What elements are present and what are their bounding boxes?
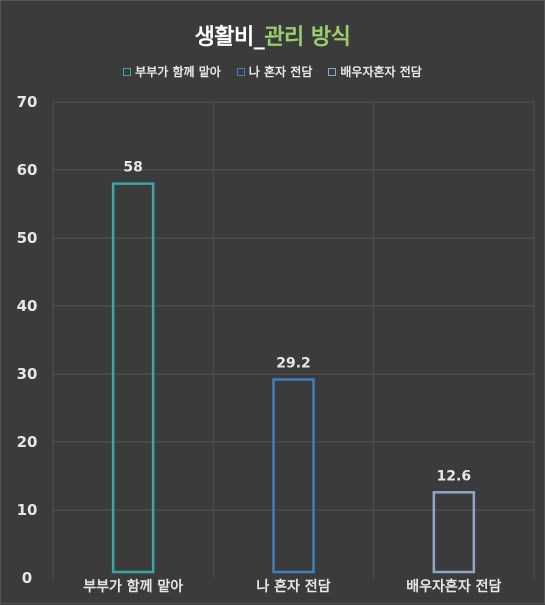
legend-item-0: 부부가 함께 맡아 <box>123 63 221 80</box>
legend-swatch-2 <box>328 67 337 76</box>
legend-label-1: 나 혼자 전담 <box>248 65 313 79</box>
legend-item-1: 나 혼자 전담 <box>236 63 313 80</box>
y-tick-label-1: 10 <box>17 501 38 519</box>
chart-title-accent: 관리 방식 <box>264 25 351 50</box>
chart-title-main: 생활비_ <box>194 25 265 50</box>
y-tick-label-0: 0 <box>22 569 32 587</box>
legend-swatch-0 <box>123 67 132 76</box>
y-tick-label-5: 50 <box>17 229 38 247</box>
legend-label-2: 배우자혼자 전담 <box>340 65 422 79</box>
y-tick-label-4: 40 <box>17 297 38 315</box>
data-label-2: 12.6 <box>437 468 472 484</box>
category-label-1: 나 혼자 전담 <box>256 578 330 595</box>
bar-0 <box>111 182 155 574</box>
chart-title: 생활비_관리 방식 <box>1 19 544 51</box>
bar-1 <box>272 378 315 574</box>
category-label-2: 배우자혼자 전담 <box>406 578 501 595</box>
legend-label-0: 부부가 함께 맡아 <box>135 65 221 79</box>
y-tick-label-3: 30 <box>17 365 38 383</box>
bar-2 <box>432 491 476 574</box>
legend-swatch-1 <box>236 67 245 76</box>
y-tick-label-6: 60 <box>17 161 38 179</box>
data-label-0: 58 <box>123 160 142 176</box>
legend-item-2: 배우자혼자 전담 <box>328 63 422 80</box>
data-label-1: 29.2 <box>276 355 311 371</box>
category-label-0: 부부가 함께 맡아 <box>83 578 183 595</box>
y-tick-label-2: 20 <box>17 433 38 451</box>
chart-legend: 부부가 함께 맡아 나 혼자 전담 배우자혼자 전담 <box>1 63 544 80</box>
y-tick-label-7: 70 <box>17 93 38 111</box>
